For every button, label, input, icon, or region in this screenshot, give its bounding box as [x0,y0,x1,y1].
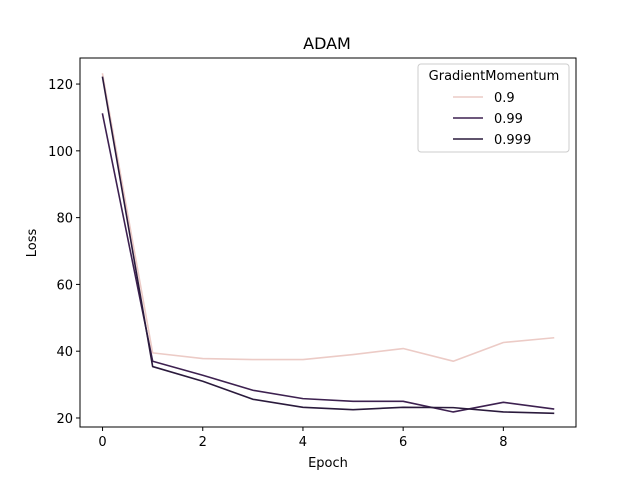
y-tick-label: 20 [56,412,73,427]
x-tick-label: 0 [98,435,106,450]
x-tick-label: 2 [199,435,207,450]
legend-label-0.999: 0.999 [494,133,531,148]
legend: GradientMomentum 0.9 0.99 0.999 [417,63,570,153]
plot-area [101,73,555,415]
x-tick-label: 6 [399,435,407,450]
y-tick-label: 80 [56,212,73,227]
x-axis: 0 2 4 6 8 [98,427,507,450]
series-line-0.99 [101,113,555,413]
series-line-0.9 [101,73,555,363]
legend-title: GradientMomentum [429,69,560,84]
series-line-0.999 [101,76,555,415]
x-tick-label: 4 [299,435,307,450]
x-tick-label: 8 [499,435,507,450]
legend-label-0.99: 0.99 [494,112,523,127]
x-axis-label: Epoch [308,456,348,471]
chart-title: ADAM [303,34,351,53]
y-tick-label: 100 [48,145,73,160]
y-tick-label: 60 [56,278,73,293]
legend-label-0.9: 0.9 [494,91,515,106]
y-tick-label: 120 [48,78,73,93]
y-axis: 20 40 60 80 100 120 [48,78,80,427]
y-tick-label: 40 [56,345,73,360]
y-axis-label: Loss [25,229,40,258]
legend-box [417,63,570,153]
legend-entries: 0.9 0.99 0.999 [453,91,531,148]
plot-frame [79,57,577,428]
